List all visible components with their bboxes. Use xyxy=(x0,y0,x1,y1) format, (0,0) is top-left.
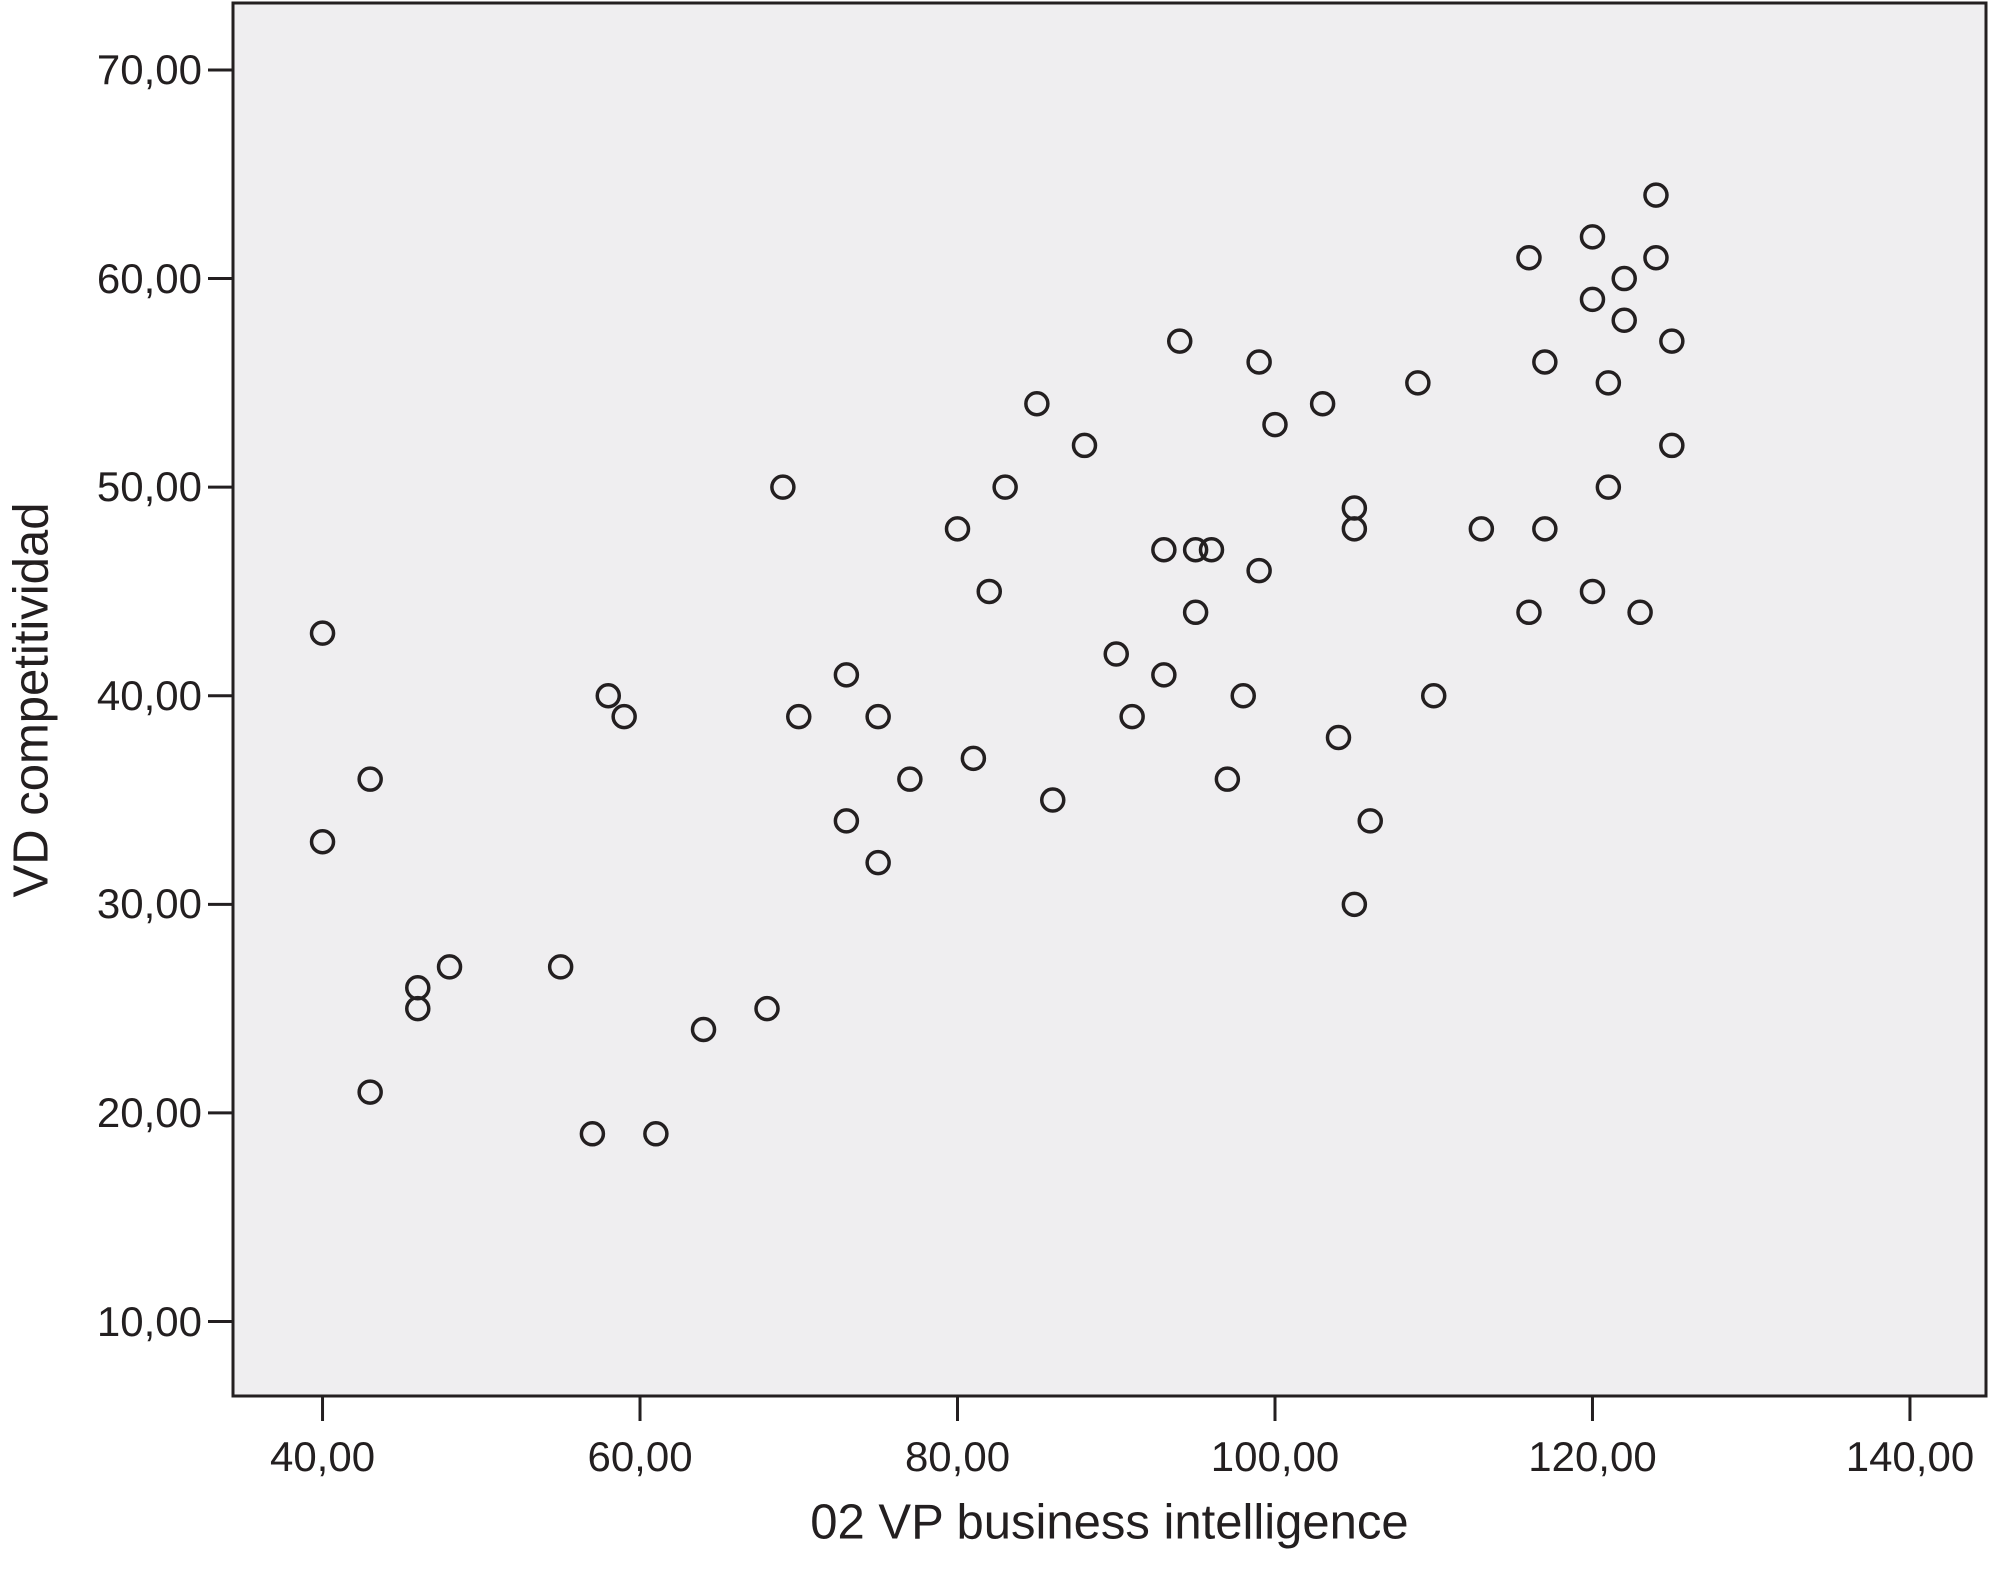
data-point xyxy=(436,954,463,980)
data-point xyxy=(1579,224,1606,250)
data-point xyxy=(1309,390,1336,417)
y-tick-label: 60,00 xyxy=(96,254,202,302)
data-point xyxy=(1325,724,1352,751)
data-point xyxy=(1532,349,1558,375)
data-point xyxy=(357,1079,383,1105)
data-point xyxy=(865,703,891,730)
data-point xyxy=(1532,516,1558,542)
data-point xyxy=(1151,662,1177,688)
data-point xyxy=(1357,808,1383,834)
plot-background xyxy=(231,1,1988,1398)
data-point xyxy=(405,995,431,1022)
data-point xyxy=(1420,682,1447,709)
data-point xyxy=(1579,286,1606,313)
data-point xyxy=(1214,766,1241,792)
data-point xyxy=(1262,411,1288,438)
data-point xyxy=(1246,349,1272,375)
data-point xyxy=(833,662,860,688)
data-point xyxy=(897,766,923,792)
data-point xyxy=(579,1121,606,1147)
data-point xyxy=(547,954,574,980)
data-point xyxy=(976,578,1003,605)
y-tick-label: 70,00 xyxy=(96,45,202,93)
data-point xyxy=(944,516,971,542)
x-tick-label: 40,00 xyxy=(269,1433,376,1480)
data-point xyxy=(1611,265,1637,292)
x-tick-label: 60,00 xyxy=(587,1433,693,1480)
data-point xyxy=(1643,244,1669,271)
data-point xyxy=(1579,578,1606,605)
data-point xyxy=(1151,536,1177,563)
data-point xyxy=(1627,599,1653,626)
data-point xyxy=(1595,474,1622,500)
x-tick-label: 120,00 xyxy=(1528,1433,1657,1480)
y-tick-label: 30,00 xyxy=(96,880,202,928)
data-point xyxy=(1516,599,1542,626)
data-point xyxy=(1246,557,1272,584)
data-point xyxy=(1516,244,1542,271)
y-tick-label: 20,00 xyxy=(96,1088,202,1136)
y-axis-title: VD competitividad xyxy=(4,502,59,897)
data-point xyxy=(309,829,336,855)
data-point xyxy=(1024,390,1050,417)
data-point xyxy=(786,703,812,730)
data-point xyxy=(770,474,796,500)
data-point xyxy=(833,808,860,834)
data-point xyxy=(611,703,637,730)
data-point xyxy=(309,620,336,646)
data-point xyxy=(1405,370,1431,396)
data-point xyxy=(1103,641,1129,667)
data-point xyxy=(1659,432,1685,459)
y-tick-label: 50,00 xyxy=(96,463,202,511)
data-point xyxy=(1071,432,1098,459)
data-point xyxy=(1166,328,1193,354)
data-point xyxy=(595,682,622,709)
data-point xyxy=(1341,891,1368,918)
data-point xyxy=(1468,516,1495,542)
data-point xyxy=(992,474,1018,500)
y-tick-label: 40,00 xyxy=(96,671,202,719)
data-point xyxy=(1039,787,1066,813)
data-point xyxy=(1643,182,1669,208)
data-point xyxy=(1659,328,1685,354)
data-point xyxy=(1595,370,1622,396)
x-tick-label: 140,00 xyxy=(1845,1433,1975,1480)
data-point xyxy=(690,1016,717,1043)
data-point xyxy=(1119,703,1145,730)
data-point xyxy=(357,766,383,792)
data-point xyxy=(1198,536,1225,563)
data-point xyxy=(865,849,891,876)
x-axis-title: 02 VP business intelligence xyxy=(810,1495,1409,1550)
data-point xyxy=(1341,516,1368,542)
data-point xyxy=(1182,536,1209,563)
data-point xyxy=(1182,599,1209,626)
data-point xyxy=(1611,307,1637,334)
x-tick-label: 80,00 xyxy=(904,1433,1011,1480)
data-point xyxy=(960,745,987,772)
y-tick-label: 10,00 xyxy=(96,1297,202,1345)
data-point xyxy=(643,1121,669,1147)
x-tick-label: 100,00 xyxy=(1210,1433,1340,1480)
data-point xyxy=(1230,682,1256,709)
data-point xyxy=(754,995,780,1022)
